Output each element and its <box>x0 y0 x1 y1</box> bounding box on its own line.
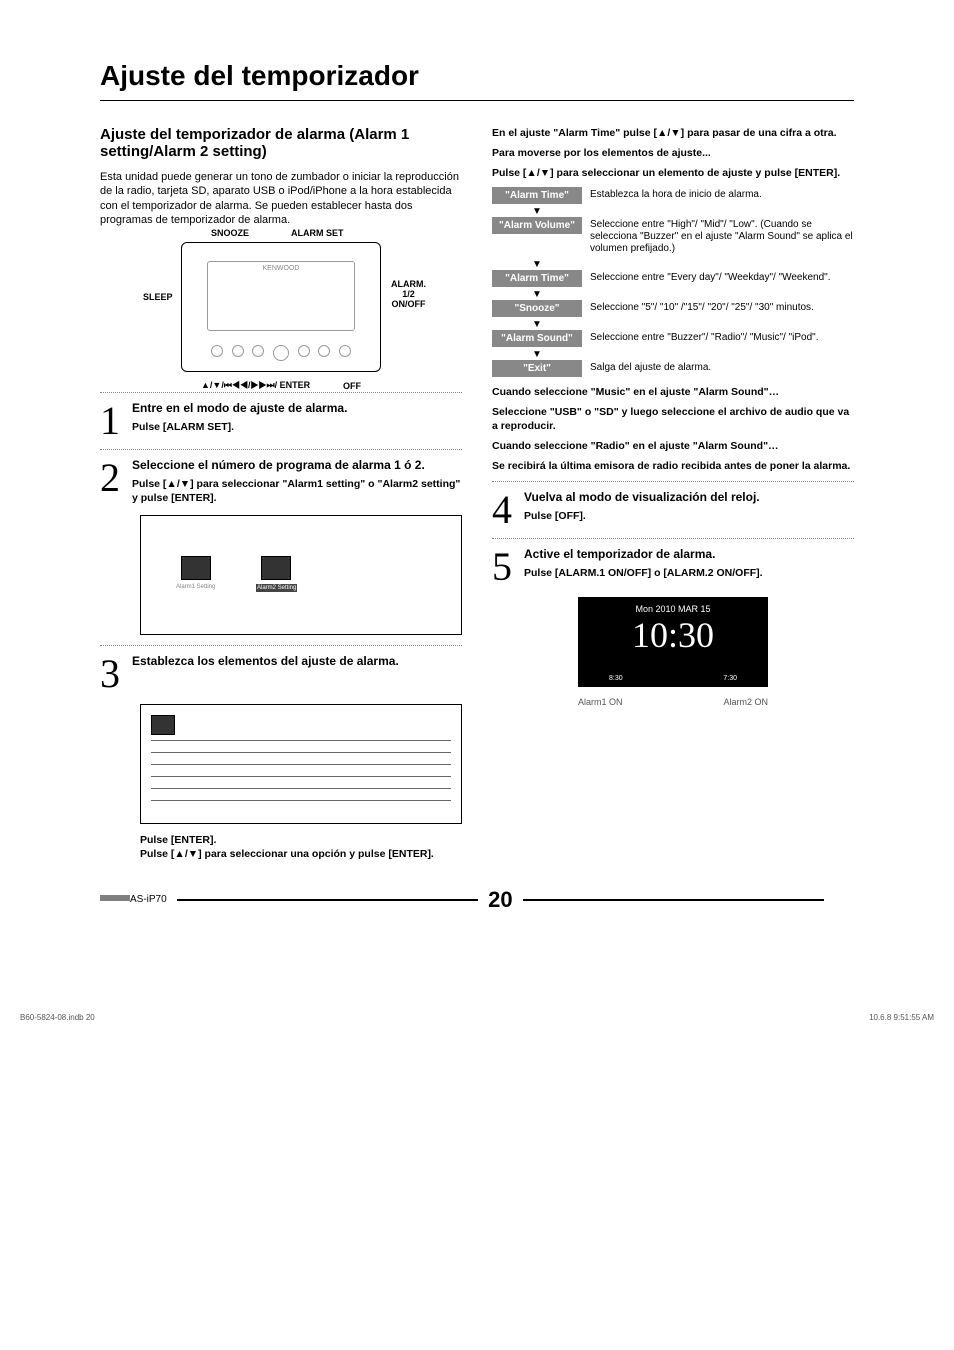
alarm-select-image: Alarm1 Setting Alarm2 Setting <box>140 515 462 635</box>
settings-table: "Alarm Time"Establezca la hora de inicio… <box>492 187 854 377</box>
device-diagram: SNOOZE ALARM SET SLEEP ALARM. 1/2 ON/OFF… <box>100 242 462 377</box>
step-5: 5 Active el temporizador de alarma. Puls… <box>492 547 854 587</box>
device-box: KENWOOD <box>181 242 381 372</box>
step-sub: Pulse [ALARM.1 ON/OFF] o [ALARM.2 ON/OFF… <box>524 567 854 581</box>
step-number: 1 <box>100 401 120 441</box>
clock-display: Mon 2010 MAR 15 10:30 8:30 7:30 <box>578 597 768 687</box>
page-number: 20 <box>488 887 512 913</box>
clock-date: Mon 2010 MAR 15 <box>579 598 767 614</box>
step-title: Entre en el modo de ajuste de alarma. <box>132 401 462 415</box>
clock-time: 10:30 <box>579 614 767 656</box>
step-number: 2 <box>100 458 120 498</box>
step-number: 5 <box>492 547 512 587</box>
step-sub: Pulse [ALARM SET]. <box>132 421 462 435</box>
inst-1: En el ajuste "Alarm Time" pulse [▲/▼] pa… <box>492 126 854 140</box>
step3-sub1: Pulse [ENTER]. <box>140 834 462 848</box>
sleep-label: SLEEP <box>143 292 173 302</box>
print-footer: B60-5824-08.indb 20 10.6.8 9:51:55 AM <box>0 1013 954 1037</box>
settings-row: "Alarm Volume"Seleccione entre "High"/ "… <box>492 217 854 257</box>
model-number: AS-iP70 <box>130 894 167 905</box>
title-rule <box>100 100 854 101</box>
note-2: Seleccione "USB" o "SD" y luego seleccio… <box>492 405 854 433</box>
alarm-settings-image <box>140 704 462 824</box>
settings-row: "Alarm Time"Establezca la hora de inicio… <box>492 187 854 204</box>
clock-a1: 8:30 <box>609 675 623 682</box>
snooze-label: SNOOZE <box>211 228 249 238</box>
settings-row: "Snooze"Seleccione "5"/ "10" /"15"/ "20"… <box>492 300 854 317</box>
left-column: Ajuste del temporizador de alarma (Alarm… <box>100 126 462 862</box>
print-file: B60-5824-08.indb 20 <box>20 1013 95 1022</box>
step-title: Vuelva al modo de visualización del relo… <box>524 490 854 504</box>
note-3: Cuando seleccione "Radio" en el ajuste "… <box>492 439 854 453</box>
print-timestamp: 10.6.8 9:51:55 AM <box>869 1013 934 1022</box>
alarm12-label: ALARM. 1/2 ON/OFF <box>386 280 431 310</box>
arrow-down-icon: ▼ <box>492 207 582 217</box>
alarm1-on: Alarm1 ON <box>578 697 623 707</box>
arrow-down-icon: ▼ <box>492 260 582 270</box>
clock-a2: 7:30 <box>723 675 737 682</box>
step-3: 3 Establezca los elementos del ajuste de… <box>100 654 462 694</box>
note-4: Se recibirá la última emisora de radio r… <box>492 459 854 473</box>
note-1: Cuando seleccione "Music" en el ajuste "… <box>492 385 854 399</box>
alarm2-on: Alarm2 ON <box>723 697 768 707</box>
settings-value: Seleccione entre "Every day"/ "Weekday"/… <box>582 270 854 286</box>
page-footer: AS-iP70 20 <box>100 887 854 913</box>
settings-value: Seleccione "5"/ "10" /"15"/ "20"/ "25"/ … <box>582 300 854 316</box>
enter-label: ▲/▼/⏮◀◀/▶▶⏭/ ENTER <box>201 380 310 391</box>
settings-key: "Alarm Time" <box>492 270 582 287</box>
step-number: 3 <box>100 654 120 694</box>
intro-text: Esta unidad puede generar un tono de zum… <box>100 170 462 227</box>
inst-2: Para moverse por los elementos de ajuste… <box>492 146 854 160</box>
step-2: 2 Seleccione el número de programa de al… <box>100 458 462 505</box>
settings-row: "Alarm Time"Seleccione entre "Every day"… <box>492 270 854 287</box>
settings-value: Establezca la hora de inicio de alarma. <box>582 187 854 203</box>
settings-value: Salga del ajuste de alarma. <box>582 360 854 376</box>
section-heading: Ajuste del temporizador de alarma (Alarm… <box>100 126 462 160</box>
settings-key: "Snooze" <box>492 300 582 317</box>
settings-row: "Exit"Salga del ajuste de alarma. <box>492 360 854 377</box>
step-sub: Pulse [▲/▼] para seleccionar "Alarm1 set… <box>132 478 462 505</box>
step-title: Active el temporizador de alarma. <box>524 547 854 561</box>
settings-value: Seleccione entre "High"/ "Mid"/ "Low". (… <box>582 217 854 257</box>
right-column: En el ajuste "Alarm Time" pulse [▲/▼] pa… <box>492 126 854 862</box>
step-4: 4 Vuelva al modo de visualización del re… <box>492 490 854 530</box>
step-title: Establezca los elementos del ajuste de a… <box>132 654 462 668</box>
alarm-onoff-labels: Alarm1 ON Alarm2 ON <box>578 697 768 707</box>
settings-key: "Alarm Time" <box>492 187 582 204</box>
inst-3: Pulse [▲/▼] para seleccionar un elemento… <box>492 166 854 180</box>
alarmset-label: ALARM SET <box>291 228 344 238</box>
step3-sub2: Pulse [▲/▼] para seleccionar una opción … <box>140 848 462 862</box>
off-label: OFF <box>343 381 361 391</box>
step-1: 1 Entre en el modo de ajuste de alarma. … <box>100 401 462 441</box>
settings-key: "Alarm Volume" <box>492 217 582 234</box>
arrow-down-icon: ▼ <box>492 320 582 330</box>
settings-row: "Alarm Sound"Seleccione entre "Buzzer"/ … <box>492 330 854 347</box>
arrow-down-icon: ▼ <box>492 350 582 360</box>
step-number: 4 <box>492 490 512 530</box>
settings-key: "Alarm Sound" <box>492 330 582 347</box>
step-sub: Pulse [OFF]. <box>524 510 854 524</box>
arrow-down-icon: ▼ <box>492 290 582 300</box>
settings-value: Seleccione entre "Buzzer"/ "Radio"/ "Mus… <box>582 330 854 346</box>
settings-key: "Exit" <box>492 360 582 377</box>
page-title: Ajuste del temporizador <box>100 60 854 92</box>
step-title: Seleccione el número de programa de alar… <box>132 458 462 472</box>
